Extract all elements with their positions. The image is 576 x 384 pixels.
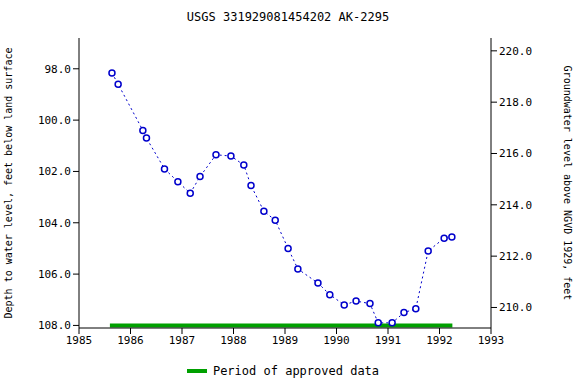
svg-text:104.0: 104.0 — [38, 217, 71, 230]
svg-text:1987: 1987 — [169, 334, 196, 347]
svg-text:220.0: 220.0 — [499, 45, 532, 58]
svg-text:1990: 1990 — [323, 334, 350, 347]
svg-text:1989: 1989 — [272, 334, 299, 347]
svg-text:1993: 1993 — [478, 334, 505, 347]
svg-text:108.0: 108.0 — [38, 319, 71, 332]
svg-text:1991: 1991 — [375, 334, 402, 347]
html-text:USGS 331929081454202 AK-2295: USGS 331929081454202 AK-2295 — [186, 10, 390, 24]
svg-text:1985: 1985 — [66, 334, 93, 347]
svg-text:1988: 1988 — [220, 334, 247, 347]
svg-text:Depth to water level, feet bel: Depth to water level, feet below land su… — [8, 48, 14, 319]
svg-text:102.0: 102.0 — [38, 165, 71, 178]
html-text:Period of approved data: Period of approved data — [212, 364, 380, 378]
svg-text:100.0: 100.0 — [38, 114, 71, 127]
svg-text:1992: 1992 — [426, 334, 453, 347]
svg-text:Groundwater level above NGVD 1: Groundwater level above NGVD 1929, feet — [562, 66, 568, 301]
svg-text:212.0: 212.0 — [499, 250, 532, 263]
svg-text:1986: 1986 — [117, 334, 144, 347]
svg-text:214.0: 214.0 — [499, 199, 532, 212]
svg-text:106.0: 106.0 — [38, 268, 71, 281]
svg-text:98.0: 98.0 — [45, 63, 72, 76]
svg-text:210.0: 210.0 — [499, 301, 532, 314]
svg-text:216.0: 216.0 — [499, 147, 532, 160]
svg-text:218.0: 218.0 — [499, 96, 532, 109]
